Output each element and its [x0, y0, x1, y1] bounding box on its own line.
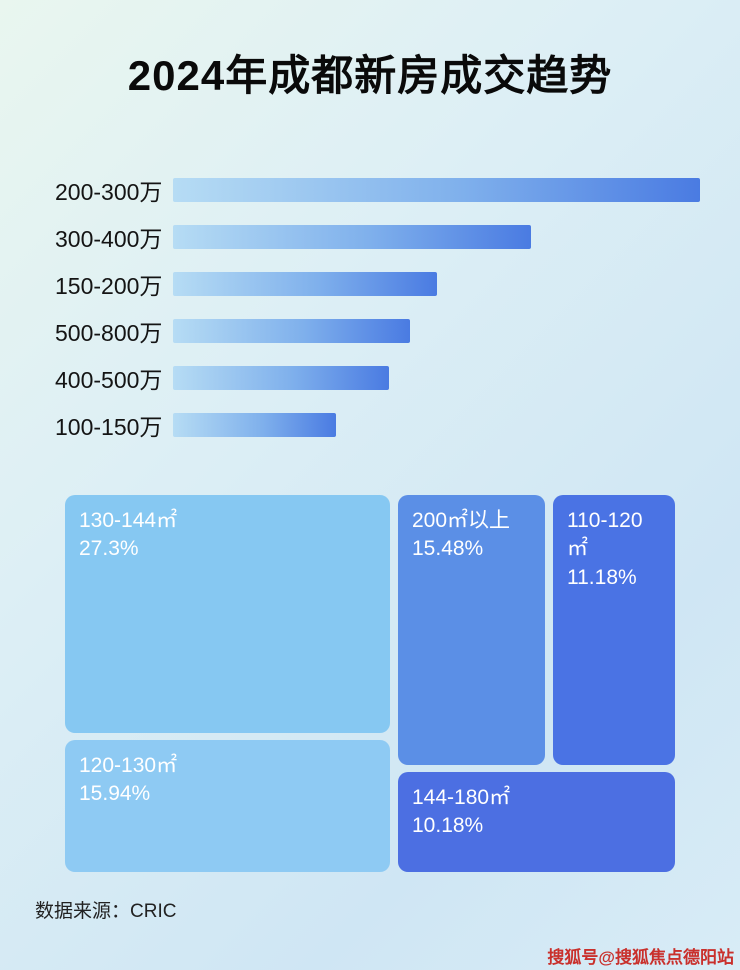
tile-percent: 10.18% [412, 814, 484, 838]
tile-percent: 11.18% [567, 565, 637, 589]
bar-200-300 [173, 178, 700, 202]
bar-400-500 [173, 366, 390, 390]
bar-row: 400-500万 [55, 366, 700, 393]
bar-row: 200-300万 [55, 178, 700, 205]
area-size-treemap: 130-144㎡ 27.3% 200㎡以上 15.48% 110-120㎡ 11… [65, 495, 675, 872]
price-range-bar-chart: 200-300万 300-400万 150-200万 500-800万 400-… [55, 178, 700, 460]
tile-label: 130-144㎡ [79, 509, 178, 532]
bar-row: 100-150万 [55, 413, 700, 440]
page-title: 2024年成都新房成交趋势 [127, 52, 613, 99]
tile-label: 110-120㎡ [567, 509, 643, 561]
tile-percent: 15.94% [79, 782, 151, 806]
bar-row: 500-800万 [55, 319, 700, 346]
bar-row: 300-400万 [55, 225, 700, 252]
bar-row: 150-200万 [55, 272, 700, 299]
bar-category-label: 400-500万 [55, 367, 163, 393]
treemap-tile-130-144: 130-144㎡ 27.3% [65, 495, 390, 733]
tile-label: 120-130㎡ [79, 754, 178, 777]
data-source-label: 数据来源：CRIC [35, 901, 177, 922]
bar-category-label: 300-400万 [55, 226, 163, 252]
tile-percent: 15.48% [412, 537, 484, 561]
watermark-text: 搜狐号@搜狐焦点德阳站 [547, 948, 734, 967]
bar-category-label: 150-200万 [55, 273, 163, 299]
treemap-tile-144-180: 144-180㎡ 10.18% [398, 772, 675, 872]
bar-category-label: 100-150万 [55, 414, 163, 440]
bar-category-label: 200-300万 [55, 179, 163, 205]
tile-label: 200㎡以上 [412, 509, 511, 532]
treemap-tile-200-plus: 200㎡以上 15.48% [398, 495, 545, 765]
treemap-tile-110-120: 110-120㎡ 11.18% [553, 495, 675, 765]
bar-500-800 [173, 319, 411, 343]
bar-100-150 [173, 413, 337, 437]
bar-300-400 [173, 225, 532, 249]
tile-label: 144-180㎡ [412, 786, 511, 809]
treemap-tile-120-130: 120-130㎡ 15.94% [65, 740, 390, 872]
bar-150-200 [173, 272, 437, 296]
bar-category-label: 500-800万 [55, 320, 163, 346]
tile-percent: 27.3% [79, 537, 139, 561]
